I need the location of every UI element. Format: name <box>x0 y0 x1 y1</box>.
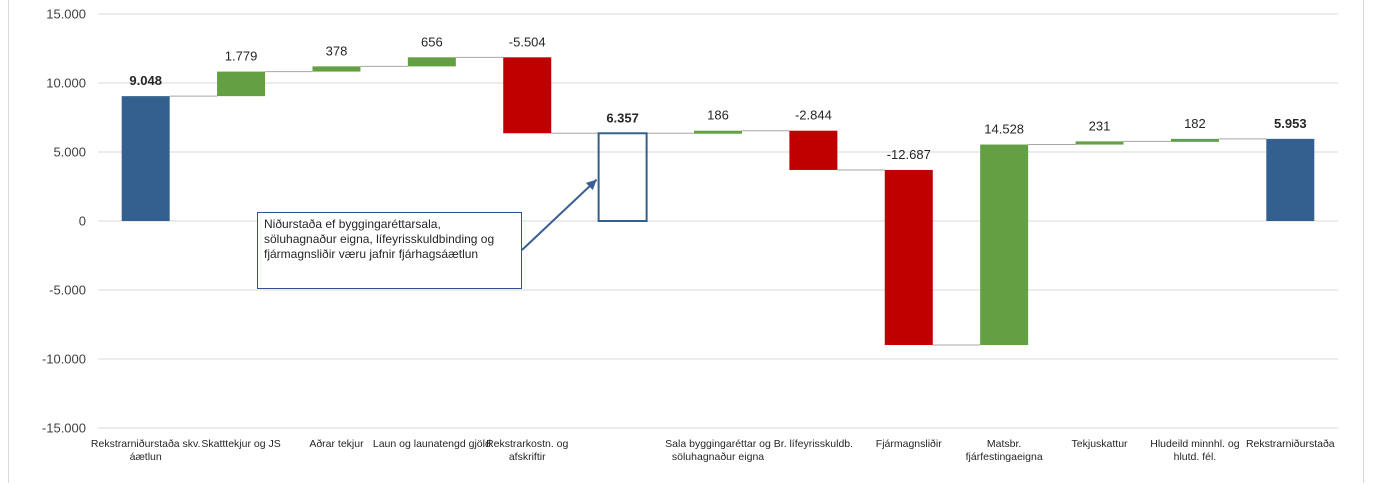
data-label: -5.504 <box>509 34 546 49</box>
x-category-label: Rekstrarkostn. og <box>486 438 568 450</box>
bar-decrease <box>789 130 838 170</box>
x-category-label: söluhagnaður eigna <box>672 451 764 463</box>
data-label: 14.528 <box>984 122 1024 137</box>
bar-increase <box>407 57 456 67</box>
bar-decrease <box>503 57 552 134</box>
bar-increase <box>312 66 361 72</box>
data-label: 378 <box>326 43 348 58</box>
bar-increase <box>980 144 1029 346</box>
y-tick-label: 15.000 <box>46 7 86 22</box>
bar-decrease <box>884 169 933 346</box>
data-label: 1.779 <box>225 49 258 64</box>
data-label: 9.048 <box>129 73 162 88</box>
y-tick-label: 0 <box>79 214 86 229</box>
annotation-box: Niðurstaða ef byggingaréttarsala, söluha… <box>257 212 522 289</box>
annotation-line: Niðurstaða ef byggingaréttarsala, <box>264 217 441 231</box>
x-category-label: Matsbr. <box>987 438 1021 450</box>
data-label: 6.357 <box>606 110 639 125</box>
bar-increase <box>694 130 742 134</box>
x-category-label: fjárfestingaeigna <box>966 451 1043 463</box>
bar-increase <box>217 71 266 97</box>
y-tick-label: -5.000 <box>49 283 86 298</box>
y-tick-label: 10.000 <box>46 76 86 91</box>
chart-frame <box>8 0 1364 483</box>
arrow-head-icon <box>585 179 597 191</box>
x-category-label: Hludeild minnhl. og <box>1150 438 1239 450</box>
y-tick-label: -15.000 <box>42 421 86 436</box>
bar-increase <box>1170 138 1219 142</box>
bar-increase <box>1075 141 1124 145</box>
x-category-label: afskriftir <box>509 451 546 463</box>
x-category-label: Rekstrarniðurstaða skv. <box>91 438 201 450</box>
bar-total <box>1266 138 1315 221</box>
data-label: 182 <box>1184 116 1206 131</box>
data-label: 656 <box>421 34 443 49</box>
x-category-label: Br. lífeyrisskuldb. <box>774 438 853 450</box>
x-category-label: Skatttekjur og JS <box>201 438 280 450</box>
bar-outline <box>597 132 648 223</box>
x-category-label: Fjármagnsliðir <box>876 438 942 450</box>
x-category-label: hlutd. fél. <box>1174 451 1217 463</box>
x-category-label: Tekjuskattur <box>1072 438 1129 450</box>
data-label: 5.953 <box>1274 116 1307 131</box>
data-label: 186 <box>707 108 729 123</box>
x-category-label: Laun og launatengd gjöld <box>373 438 491 450</box>
annotation-line: söluhagnaður eigna, lífeyrisskuldbinding… <box>264 232 495 246</box>
x-category-label: Sala byggingaréttar og <box>665 438 771 450</box>
y-tick-label: -10.000 <box>42 352 86 367</box>
x-category-label: Rekstrarniðurstaða <box>1246 438 1335 450</box>
x-category-label: Aðrar tekjur <box>309 438 364 450</box>
data-label: 231 <box>1089 118 1111 133</box>
x-category-label: áætlun <box>130 451 162 463</box>
annotation-arrow <box>521 178 598 251</box>
y-tick-label: 5.000 <box>53 145 86 160</box>
annotation-line: fjármagnsliðir væru jafnir fjárhagsáætlu… <box>264 247 479 261</box>
bar-total <box>121 96 170 221</box>
data-label: -12.687 <box>887 147 931 162</box>
data-label: -2.844 <box>795 108 832 123</box>
